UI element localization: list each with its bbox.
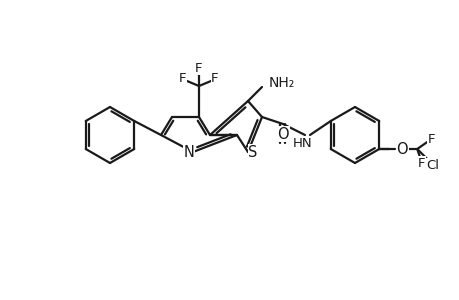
Text: O: O [277,127,288,142]
Text: F: F [195,61,202,74]
Text: S: S [248,145,257,160]
Text: F: F [417,157,424,169]
Text: HN: HN [292,136,312,149]
Text: Cl: Cl [426,158,439,172]
Text: F: F [211,71,218,85]
Text: F: F [179,71,186,85]
Text: NH₂: NH₂ [269,76,295,90]
Text: N: N [183,145,194,160]
Text: F: F [426,133,434,146]
Text: O: O [396,142,407,157]
